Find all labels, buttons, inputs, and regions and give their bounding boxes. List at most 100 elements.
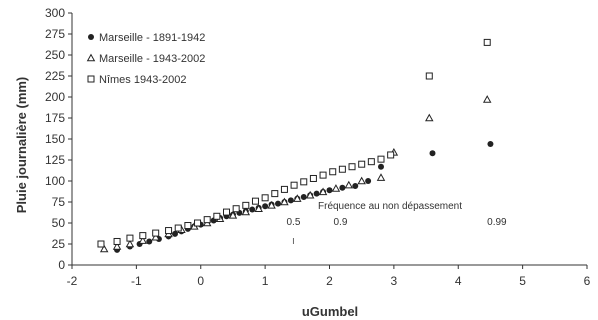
data-point xyxy=(138,236,148,244)
data-point xyxy=(184,222,192,230)
data-point xyxy=(249,206,256,213)
data-point xyxy=(482,95,492,103)
data-point xyxy=(331,184,341,192)
data-point xyxy=(326,187,333,194)
data-point xyxy=(125,239,135,248)
data-point xyxy=(275,200,281,207)
data-point xyxy=(300,178,308,186)
x-tick-label: 1 xyxy=(262,274,269,288)
data-point xyxy=(126,234,134,242)
data-point xyxy=(309,174,317,182)
data-point xyxy=(293,194,302,202)
x-tick-label: 5 xyxy=(519,274,526,288)
y-tick-label: 0 xyxy=(58,258,65,272)
x-tick-label: 4 xyxy=(455,274,462,288)
data-point xyxy=(487,141,494,148)
data-point xyxy=(223,208,230,216)
data-point xyxy=(318,187,328,196)
x-tick-label: 6 xyxy=(584,274,591,288)
y-tick-label: 75 xyxy=(52,195,66,209)
data-point xyxy=(300,193,307,200)
data-point xyxy=(99,244,109,253)
data-point xyxy=(365,178,372,184)
y-tick-label: 125 xyxy=(45,153,65,167)
y-tick-label: 300 xyxy=(45,6,65,20)
frequency-label: 0.5 xyxy=(286,217,300,228)
y-tick-label: 25 xyxy=(52,237,66,251)
data-point xyxy=(329,168,337,176)
x-tick-label: 0 xyxy=(197,274,204,288)
data-point xyxy=(338,165,346,173)
legend-marker xyxy=(88,34,94,40)
y-tick-label: 250 xyxy=(45,48,65,62)
data-point xyxy=(232,205,240,213)
frequency-label: 0.99 xyxy=(487,217,507,228)
data-point xyxy=(425,72,433,80)
data-point xyxy=(339,184,346,191)
x-tick-label: 3 xyxy=(391,274,398,288)
data-point xyxy=(151,232,160,241)
y-axis-title: Pluie journalière (mm) xyxy=(14,77,29,214)
data-point xyxy=(113,237,121,245)
data-point xyxy=(313,190,320,197)
legend-entry: Marseille - 1943-2002 xyxy=(99,53,205,65)
x-axis-ticks: -2 -1 0 1 2 3 4 5 6 xyxy=(67,265,591,288)
data-point xyxy=(344,180,354,189)
data-point xyxy=(287,197,294,204)
legend-entry: Nîmes 1943-2002 xyxy=(99,74,186,86)
data-point xyxy=(290,181,298,189)
data-point xyxy=(429,150,436,157)
data-point xyxy=(139,232,147,240)
data-point xyxy=(174,224,182,232)
data-point xyxy=(367,158,375,166)
plot-area xyxy=(97,38,494,253)
x-tick-label: -1 xyxy=(131,274,142,288)
y-tick-label: 200 xyxy=(45,90,65,104)
y-tick-label: 150 xyxy=(45,132,65,146)
y-tick-label: 175 xyxy=(45,111,65,125)
data-point xyxy=(352,183,359,190)
data-point xyxy=(280,185,288,193)
data-point xyxy=(425,113,434,122)
legend: Marseille - 1891-1942 Marseille - 1943-20… xyxy=(86,32,205,86)
y-tick-label: 275 xyxy=(45,27,65,41)
legend-entry: Marseille - 1891-1942 xyxy=(99,32,205,44)
data-point xyxy=(228,211,238,219)
y-axis-ticks: 0 25 50 75 100 125 150 175 200 225 250 275 300 xyxy=(45,6,72,272)
annotations: Fréquence au non dépassement 0.5 0.9 0.99 xyxy=(286,201,507,244)
data-point xyxy=(378,163,384,170)
data-point xyxy=(271,190,279,198)
data-point xyxy=(213,212,221,220)
data-point xyxy=(376,173,386,181)
series-2 xyxy=(99,95,492,253)
data-point xyxy=(254,204,263,212)
data-point xyxy=(203,216,211,224)
data-point xyxy=(165,227,173,235)
y-tick-label: 225 xyxy=(45,69,65,83)
data-point xyxy=(152,229,160,237)
data-point xyxy=(251,197,259,205)
data-point xyxy=(242,201,250,209)
data-point xyxy=(358,160,366,168)
y-tick-label: 100 xyxy=(45,174,65,188)
data-point xyxy=(97,240,105,248)
data-point xyxy=(387,151,395,159)
annotation-title: Fréquence au non dépassement xyxy=(318,201,462,212)
data-point xyxy=(483,38,491,46)
data-point xyxy=(377,155,385,163)
data-point xyxy=(348,163,356,171)
data-point xyxy=(267,200,276,209)
x-axis-title: uGumbel xyxy=(302,304,358,319)
data-point xyxy=(172,230,178,237)
data-point xyxy=(112,242,122,250)
frequency-label: 0.9 xyxy=(333,217,347,228)
data-point xyxy=(261,194,269,202)
data-point xyxy=(280,197,289,206)
data-point xyxy=(305,190,315,199)
axes xyxy=(71,13,587,266)
legend-marker xyxy=(86,53,96,62)
series-3 xyxy=(97,38,491,248)
legend-marker xyxy=(87,75,95,83)
x-tick-label: 2 xyxy=(326,274,333,288)
